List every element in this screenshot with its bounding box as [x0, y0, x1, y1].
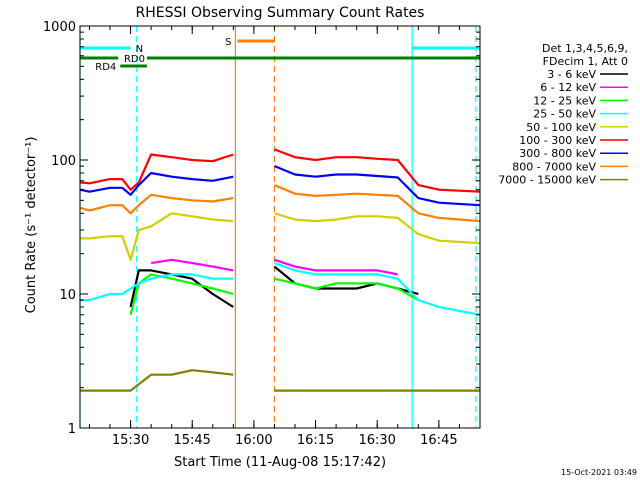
series-line-9-part-1	[80, 369, 234, 392]
axes: 15:30 15:45 16:00 16:15 16:30 16:45 1 10 100 1000	[43, 20, 481, 448]
legend-label-5: 50 - 100 keV	[526, 121, 596, 134]
x-tick-label-5: 16:30	[358, 433, 395, 448]
legend-label-3: 12 - 25 keV	[533, 94, 596, 107]
x-tick-label-2: 15:45	[173, 433, 210, 448]
series-line-5-part-1	[80, 212, 234, 261]
x-tick-label-6: 16:45	[420, 433, 457, 448]
series-line-6-part-1	[79, 153, 234, 191]
legend-label-7: 300 - 800 keV	[519, 147, 596, 160]
status-label-n: N	[136, 44, 143, 55]
status-label-rd4: RD4	[95, 62, 116, 73]
legend-label-8: 800 - 7000 keV	[512, 160, 596, 173]
y-tick-label-1: 1	[68, 422, 76, 437]
footer-timestamp: 15-Oct-2021 03:49	[561, 468, 637, 477]
legend-label-6: 100 - 300 keV	[519, 134, 596, 147]
series-line-7-part-1	[79, 171, 234, 196]
y-axis-label: Count Rate (s⁻¹ detector⁻¹)	[24, 137, 39, 314]
series-line-2-part-2	[274, 258, 399, 276]
x-tick-label-1: 15:30	[112, 433, 149, 448]
series-line-4-part-1	[80, 273, 234, 302]
series-line-8-part-1	[79, 193, 234, 215]
series-line-2-part-1	[150, 258, 234, 272]
y-tick-label-2: 10	[59, 288, 76, 303]
x-tick-label-3: 16:00	[235, 433, 272, 448]
plot-area: N S RD0 RD4	[79, 26, 481, 428]
status-label-rd0: RD0	[124, 54, 145, 65]
status-label-s: S	[225, 37, 231, 48]
legend-header-line-1: Det 1,3,4,5,6,9,	[542, 42, 628, 55]
legend-header-line-2: FDecim 1, Att 0	[543, 55, 628, 68]
series-line-8-part-2	[274, 184, 481, 223]
chart-title: RHESSI Observing Summary Count Rates	[136, 5, 425, 21]
series-line-3-part-2	[274, 277, 419, 302]
series-line-4-part-2	[274, 262, 481, 316]
series-line-6-part-2	[274, 148, 481, 193]
series-line-7-part-2	[274, 165, 481, 207]
legend-label-9: 7000 - 15000 keV	[498, 174, 596, 187]
plot-frame	[79, 25, 481, 429]
legend-label-2: 6 - 12 keV	[540, 81, 596, 94]
series-line-5-part-2	[274, 212, 481, 245]
x-tick-label-4: 16:15	[297, 433, 334, 448]
legend: Det 1,3,4,5,6,9, FDecim 1, Att 0 3 - 6 k…	[498, 42, 628, 187]
x-axis-label: Start Time (11-Aug-08 15:17:42)	[174, 455, 386, 470]
y-tick-label-4: 1000	[43, 20, 76, 35]
legend-label-4: 25 - 50 keV	[533, 108, 596, 121]
y-tick-label-3: 100	[51, 154, 76, 169]
legend-label-1: 3 - 6 keV	[547, 68, 596, 81]
